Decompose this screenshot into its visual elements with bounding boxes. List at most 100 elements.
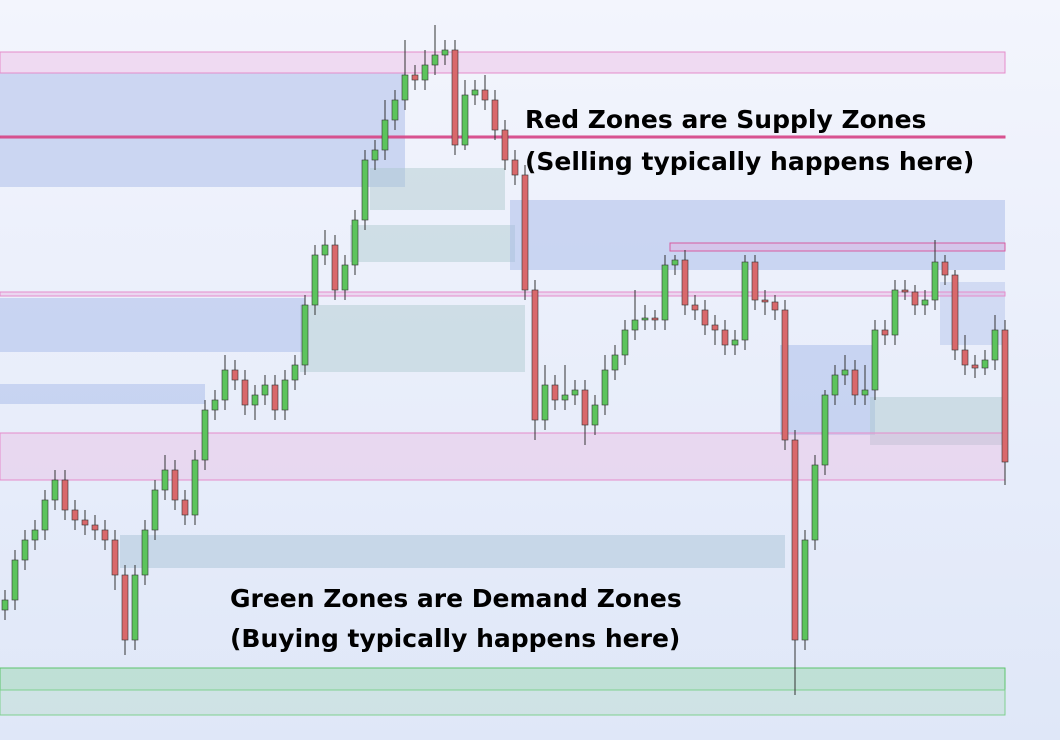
candle-body <box>871 329 879 391</box>
candle-body <box>791 439 799 641</box>
candle-body <box>861 389 869 396</box>
candle-body <box>851 369 859 396</box>
candle-body <box>261 384 269 396</box>
candle-body <box>811 464 819 541</box>
candle-body <box>501 129 509 161</box>
candle-body <box>231 369 239 381</box>
candle-body <box>971 364 979 369</box>
zone <box>0 73 405 187</box>
candle-body <box>761 299 769 303</box>
zone <box>0 689 1006 716</box>
candle-body <box>821 394 829 466</box>
candle-body <box>241 379 249 406</box>
candles <box>1 25 1009 695</box>
candle-body <box>951 274 959 351</box>
candle-body <box>521 174 529 291</box>
annotation: Green Zones are Demand Zones <box>230 584 682 613</box>
candle-body <box>511 159 519 176</box>
candle-body <box>391 99 399 121</box>
candle-body <box>571 389 579 396</box>
candle-body <box>61 479 69 511</box>
candle-body <box>161 469 169 491</box>
candle-body <box>941 261 949 276</box>
candle-body <box>281 379 289 411</box>
candle-body <box>91 524 99 531</box>
candle-body <box>991 329 999 361</box>
candle-body <box>431 54 439 66</box>
zone <box>370 168 505 210</box>
candle-body <box>901 289 909 293</box>
candle-body <box>111 539 119 576</box>
candle-body <box>291 364 299 381</box>
candle-body <box>581 389 589 426</box>
zone <box>350 225 515 262</box>
candle-body <box>481 89 489 101</box>
candle-body <box>731 339 739 346</box>
candle-body <box>721 329 729 346</box>
candle-body <box>341 264 349 291</box>
candle-body <box>781 309 789 441</box>
candle-body <box>671 259 679 266</box>
zone <box>0 291 1006 297</box>
candle-body <box>881 329 889 336</box>
candle-body <box>471 89 479 96</box>
candle-body <box>321 244 329 256</box>
candle-body <box>831 374 839 396</box>
candle-body <box>421 64 429 81</box>
candle-body <box>541 384 549 421</box>
zone <box>0 51 1006 74</box>
candle-body <box>551 384 559 401</box>
candle-body <box>381 119 389 151</box>
candle-body <box>311 254 319 306</box>
candle-body <box>931 261 939 301</box>
candle-body <box>741 261 749 341</box>
candle-body <box>131 574 139 641</box>
candle-body <box>441 49 449 56</box>
candle-body <box>891 289 899 336</box>
candle-body <box>41 499 49 531</box>
candle-body <box>401 74 409 101</box>
candle-body <box>201 409 209 461</box>
candle-body <box>331 244 339 291</box>
candle-body <box>591 404 599 426</box>
candle-body <box>461 94 469 146</box>
candle-body <box>191 459 199 516</box>
candle-body <box>371 149 379 161</box>
candle-body <box>151 489 159 531</box>
candle-body <box>771 301 779 311</box>
candle-body <box>661 264 669 321</box>
zone <box>510 200 1005 270</box>
zone <box>0 384 205 404</box>
candle-body <box>101 529 109 541</box>
candle-body <box>921 299 929 306</box>
candle-body <box>411 74 419 81</box>
candle-body <box>1001 329 1009 463</box>
candle-body <box>911 291 919 306</box>
candle-body <box>651 317 659 321</box>
candle-body <box>121 574 129 641</box>
annotation: Red Zones are Supply Zones <box>525 105 926 134</box>
candle-body <box>601 369 609 406</box>
zone <box>0 432 1006 481</box>
annotation: (Selling typically happens here) <box>525 147 974 176</box>
candle-body <box>81 519 89 526</box>
zone <box>0 298 305 352</box>
candle-body <box>801 539 809 641</box>
candle-body <box>51 479 59 501</box>
candle-body <box>681 259 689 306</box>
candle-body <box>491 99 499 131</box>
candle-body <box>181 499 189 516</box>
zone <box>0 667 1006 691</box>
annotation: (Buying typically happens here) <box>230 624 680 653</box>
candle-body <box>561 394 569 401</box>
zone <box>669 242 1006 252</box>
zone <box>300 305 525 372</box>
candle-body <box>351 219 359 266</box>
candle-body <box>701 309 709 326</box>
candle-body <box>271 384 279 411</box>
candle-body <box>711 324 719 331</box>
zones <box>0 51 1006 716</box>
candle-body <box>31 529 39 541</box>
